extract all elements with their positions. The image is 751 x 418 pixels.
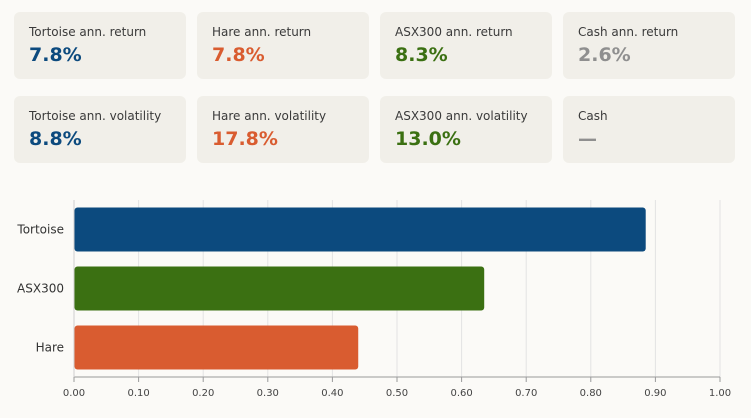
x-tick-label: 0.70 [515, 388, 537, 399]
card-label: ASX300 ann. return [395, 25, 513, 39]
x-tick-label: 1.00 [709, 388, 731, 399]
card-label: Hare ann. volatility [212, 109, 327, 123]
category-label: Tortoise [16, 223, 64, 237]
card-hare-return: Hare ann. return 7.8% [197, 12, 369, 79]
card-hare-volatility: Hare ann. volatility 17.8% [197, 96, 369, 163]
card-label: Tortoise ann. return [29, 25, 147, 39]
card-asx300-return: ASX300 ann. return 8.3% [380, 12, 552, 79]
category-label: ASX300 [17, 282, 64, 296]
card-value: 8.8% [29, 128, 82, 150]
x-tick-label: 0.20 [192, 388, 214, 399]
x-tick-label: 0.10 [127, 388, 149, 399]
x-tick-label: 0.60 [450, 388, 472, 399]
x-tick-label: 0.80 [580, 388, 602, 399]
bar-asx300 [74, 266, 485, 311]
card-tortoise-return: Tortoise ann. return 7.8% [14, 12, 186, 79]
card-value: 7.8% [29, 44, 82, 66]
bar-tortoise [74, 207, 646, 252]
card-value: 8.3% [395, 44, 448, 66]
x-tick-label: 0.00 [63, 388, 85, 399]
card-value: 7.8% [212, 44, 265, 66]
card-value: 13.0% [395, 128, 461, 150]
card-value: 2.6% [578, 44, 631, 66]
category-label: Hare [36, 341, 64, 355]
card-cash-return: Cash ann. return 2.6% [563, 12, 735, 79]
card-asx300-volatility: ASX300 ann. volatility 13.0% [380, 96, 552, 163]
card-label: Cash [578, 109, 608, 123]
bar-chart: 0.00 0.10 0.20 0.30 0.40 0.50 0.60 0.70 0.80 0.90… [16, 200, 731, 399]
card-label: Cash ann. return [578, 25, 679, 39]
card-label: Hare ann. return [212, 25, 312, 39]
card-cash: Cash — [563, 96, 735, 163]
x-tick-label: 0.90 [644, 388, 666, 399]
x-tick-label: 0.50 [386, 388, 408, 399]
card-value: 17.8% [212, 128, 278, 150]
card-label: Tortoise ann. volatility [29, 109, 162, 123]
x-tick-label: 0.40 [321, 388, 343, 399]
card-value: — [578, 128, 597, 150]
x-tick-label: 0.30 [257, 388, 279, 399]
card-label: ASX300 ann. volatility [395, 109, 528, 123]
card-tortoise-volatility: Tortoise ann. volatility 8.8% [14, 96, 186, 163]
bar-hare [74, 325, 359, 370]
